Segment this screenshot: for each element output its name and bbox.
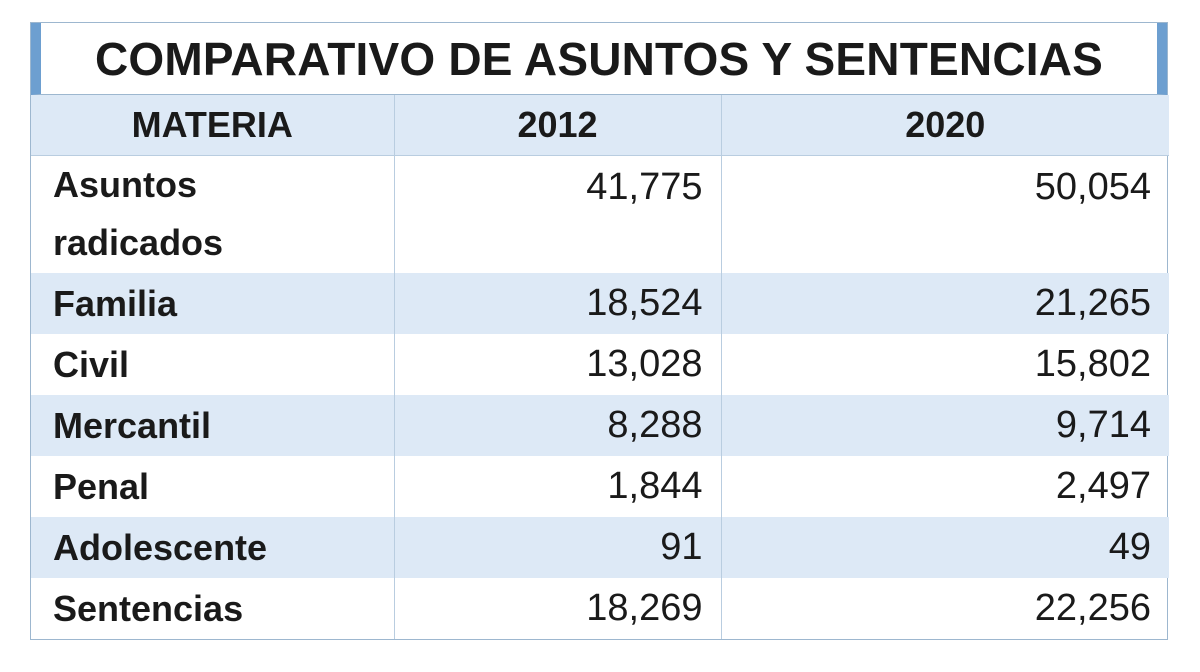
row-label: Mercantil [31, 395, 395, 456]
table-row: Familia 18,524 21,265 [31, 273, 1169, 334]
table-row: Sentencias 18,269 22,256 [31, 578, 1169, 639]
cell-2012: 18,524 [394, 273, 722, 334]
header-2020: 2020 [721, 95, 1169, 156]
cell-2020: 50,054 [1034, 165, 1151, 208]
cell-2020: 9,714 [721, 395, 1169, 456]
table-row: Penal 1,844 2,497 [31, 456, 1169, 517]
table-row: Civil 13,028 15,802 [31, 334, 1169, 395]
cell-2012: 13,028 [394, 334, 722, 395]
row-label: Civil [31, 334, 395, 395]
row-label: Asuntos radicados [31, 155, 395, 273]
header-row: MATERIA 2012 2020 [31, 95, 1169, 156]
cell-2020: 49 [721, 517, 1169, 578]
table-title: COMPARATIVO DE ASUNTOS Y SENTENCIAS [31, 23, 1167, 95]
table-row: Adolescente 91 49 [31, 517, 1169, 578]
row-label: Penal [31, 456, 395, 517]
table-row: Mercantil 8,288 9,714 [31, 395, 1169, 456]
data-table: MATERIA 2012 2020 Asuntos radicados 41,77… [31, 95, 1169, 639]
cell-2012: 1,844 [394, 456, 722, 517]
cell-2012: 18,269 [394, 578, 722, 639]
comparison-table: COMPARATIVO DE ASUNTOS Y SENTENCIAS MATE… [30, 22, 1169, 640]
cell-2020: 21,265 [721, 273, 1169, 334]
cell-2012: 8,288 [394, 395, 722, 456]
cell-2020: 22,256 [1034, 587, 1151, 629]
cell-2012: 41,775 [394, 155, 722, 273]
header-2012: 2012 [394, 95, 722, 156]
row-label: Adolescente [31, 517, 395, 578]
cell-2012: 91 [394, 517, 722, 578]
row-label: Familia [31, 273, 395, 334]
table-row: Asuntos radicados 41,775 50,054 [31, 155, 1169, 273]
cell-2020: 2,497 [1055, 465, 1151, 507]
row-label: Sentencias [31, 578, 395, 639]
header-materia: MATERIA [31, 95, 395, 156]
cell-2020: 15,802 [1034, 343, 1151, 385]
